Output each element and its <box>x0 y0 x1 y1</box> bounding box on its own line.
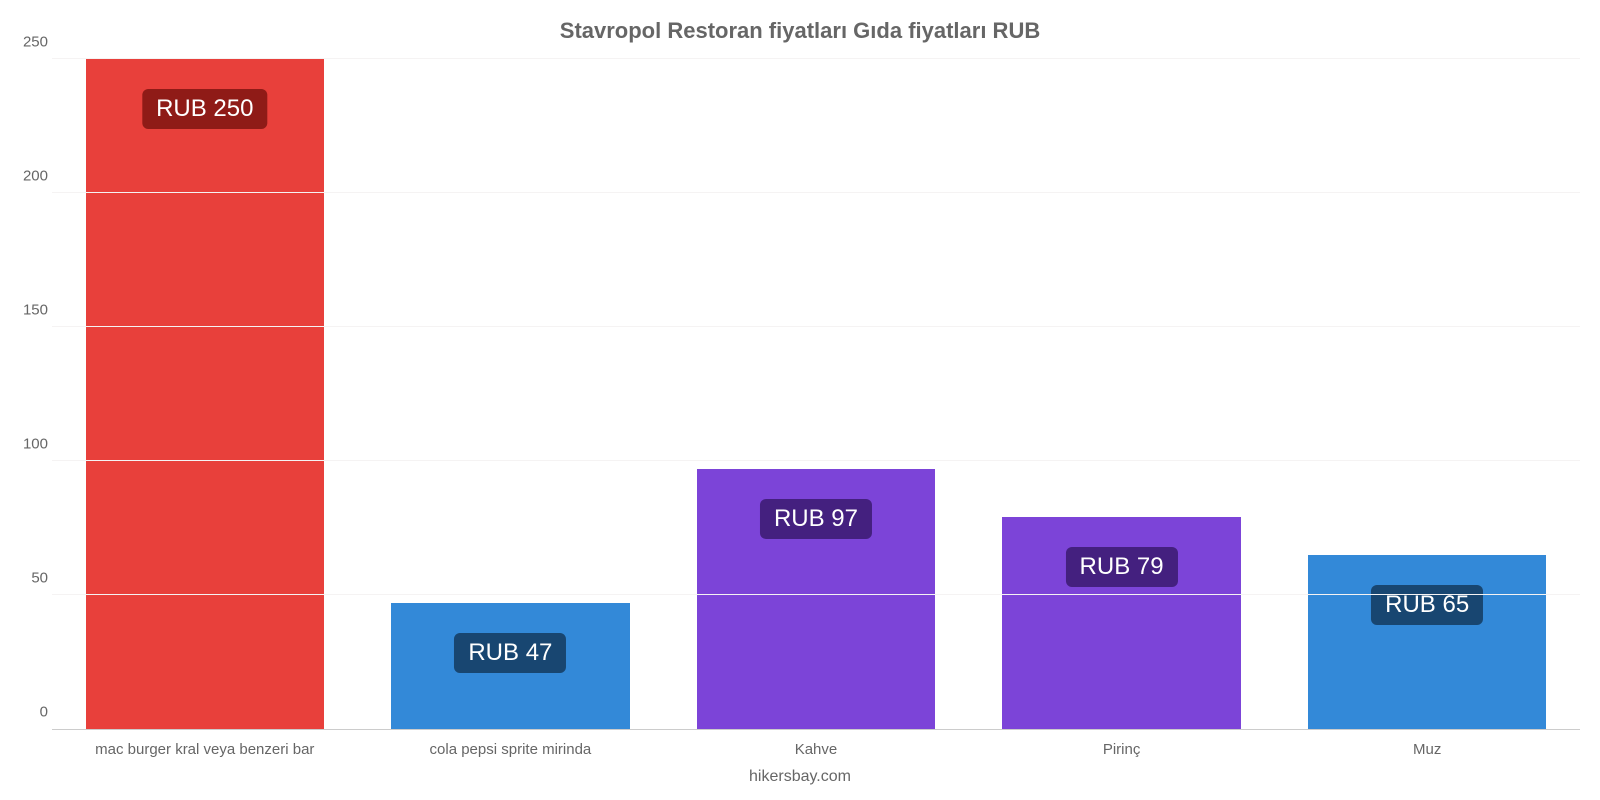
bar-slot: RUB 47 <box>358 60 664 729</box>
bar-value-badge: RUB 79 <box>1066 547 1178 587</box>
gridline <box>52 192 1580 193</box>
chart-title: Stavropol Restoran fiyatları Gıda fiyatl… <box>0 18 1600 44</box>
y-tick-label: 200 <box>8 168 48 185</box>
bar-value-badge: RUB 47 <box>454 633 566 673</box>
y-tick-label: 0 <box>8 704 48 721</box>
bars-container: RUB 250 RUB 47 RUB 97 RUB 79 RUB 65 <box>52 60 1580 729</box>
bar-value-badge: RUB 250 <box>142 89 267 129</box>
bar-slot: RUB 79 <box>969 60 1275 729</box>
x-axis-label: Pirinç <box>969 741 1275 758</box>
bar: RUB 65 <box>1308 555 1546 729</box>
x-axis-labels: mac burger kral veya benzeri barcola pep… <box>52 741 1580 758</box>
bar: RUB 47 <box>391 603 629 729</box>
gridline <box>52 58 1580 59</box>
x-axis-label: cola pepsi sprite mirinda <box>358 741 664 758</box>
bar-slot: RUB 250 <box>52 60 358 729</box>
y-tick-label: 50 <box>8 570 48 587</box>
x-axis-label: Muz <box>1274 741 1580 758</box>
chart-caption: hikersbay.com <box>0 768 1600 786</box>
plot-area: RUB 250RUB 47RUB 97RUB 79RUB 65 05010015… <box>52 60 1580 730</box>
x-axis-label: Kahve <box>663 741 969 758</box>
gridline <box>52 594 1580 595</box>
y-tick-label: 100 <box>8 436 48 453</box>
gridline <box>52 326 1580 327</box>
bar-slot: RUB 65 <box>1274 60 1580 729</box>
bar-value-badge: RUB 97 <box>760 499 872 539</box>
bar: RUB 250 <box>86 59 324 729</box>
bar-value-badge: RUB 65 <box>1371 585 1483 625</box>
y-tick-label: 150 <box>8 302 48 319</box>
bar-chart: Stavropol Restoran fiyatları Gıda fiyatl… <box>0 0 1600 800</box>
bar-slot: RUB 97 <box>663 60 969 729</box>
x-axis-label: mac burger kral veya benzeri bar <box>52 741 358 758</box>
gridline <box>52 460 1580 461</box>
y-tick-label: 250 <box>8 34 48 51</box>
bar: RUB 97 <box>697 469 935 729</box>
bar: RUB 79 <box>1002 517 1240 729</box>
